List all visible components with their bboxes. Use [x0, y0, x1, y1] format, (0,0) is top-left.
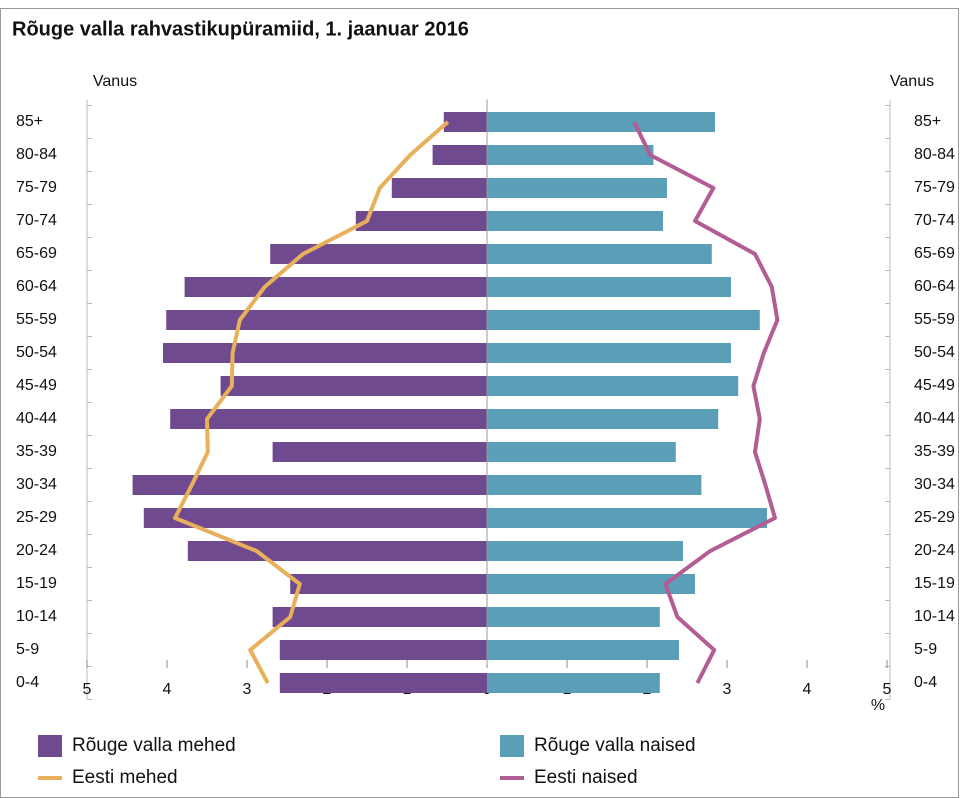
bar	[170, 409, 487, 429]
bar	[487, 475, 702, 495]
bar	[487, 640, 679, 660]
y-tick-label: 20-24	[16, 542, 57, 559]
legend-label: Eesti mehed	[72, 767, 178, 788]
y-tick-label: 60-64	[914, 278, 955, 295]
y-tick-label: 80-84	[914, 146, 955, 163]
y-tick-label: 65-69	[914, 245, 955, 262]
x-tick-label: 3	[723, 681, 732, 698]
y-tick-label: 35-39	[16, 443, 57, 460]
bar	[487, 145, 654, 165]
bar	[487, 211, 663, 231]
bar	[487, 508, 767, 528]
y-tick-label: 5-9	[914, 641, 937, 658]
y-tick-label: 55-59	[914, 311, 955, 328]
y-axis-label: Vanus	[93, 73, 137, 90]
bar	[272, 442, 487, 462]
y-tick-label: 35-39	[914, 443, 955, 460]
y-tick-label: 25-29	[16, 509, 57, 526]
y-tick-label: 55-59	[16, 311, 57, 328]
y-tick-label: 70-74	[914, 212, 955, 229]
x-tick-label: 4	[163, 681, 172, 698]
bar	[487, 574, 695, 594]
bar	[487, 343, 731, 363]
x-tick-label: 4	[803, 681, 812, 698]
x-tick-label: 5	[883, 681, 892, 698]
bar	[487, 376, 739, 396]
bar	[163, 343, 487, 363]
bar	[220, 376, 487, 396]
x-tick-label: 3	[243, 681, 252, 698]
bar	[487, 541, 683, 561]
y-tick-label: 75-79	[914, 179, 955, 196]
bar	[487, 277, 731, 297]
bar	[487, 310, 760, 330]
y-tick-label: 0-4	[914, 674, 937, 691]
x-axis-label: %	[871, 697, 885, 714]
y-tick-label: 20-24	[914, 542, 955, 559]
y-tick-label: 85+	[914, 113, 941, 130]
bar	[279, 673, 487, 693]
bar	[143, 508, 488, 528]
y-tick-label: 50-54	[914, 344, 955, 361]
bar	[187, 541, 488, 561]
bar	[487, 673, 660, 693]
y-tick-label: 65-69	[16, 245, 57, 262]
bar	[487, 442, 676, 462]
bar	[290, 574, 487, 594]
legend-swatch	[38, 735, 62, 757]
y-tick-label: 40-44	[16, 410, 57, 427]
y-tick-label: 25-29	[914, 509, 955, 526]
bar	[270, 244, 487, 264]
y-tick-label: 10-14	[16, 608, 57, 625]
bar	[487, 178, 667, 198]
chart-title: Rõuge valla rahvastikupüramiid, 1. jaanu…	[12, 18, 469, 40]
y-tick-label: 80-84	[16, 146, 57, 163]
y-tick-label: 30-34	[16, 476, 57, 493]
y-tick-label: 45-49	[16, 377, 57, 394]
bar	[272, 607, 487, 627]
y-axis-label: Vanus	[890, 73, 934, 90]
y-tick-label: 30-34	[914, 476, 955, 493]
y-tick-label: 15-19	[16, 575, 57, 592]
y-tick-label: 10-14	[914, 608, 955, 625]
line	[173, 120, 450, 684]
bar	[487, 409, 719, 429]
line	[632, 121, 780, 684]
legend-label: Rõuge valla naised	[534, 735, 696, 756]
bar	[132, 475, 487, 495]
y-tick-label: 60-64	[16, 278, 57, 295]
y-tick-label: 40-44	[914, 410, 955, 427]
bar	[184, 277, 487, 297]
y-tick-label: 5-9	[16, 641, 39, 658]
bar	[432, 145, 487, 165]
y-tick-label: 50-54	[16, 344, 57, 361]
bar	[487, 244, 712, 264]
y-tick-label: 45-49	[914, 377, 955, 394]
bar	[355, 211, 487, 231]
legend-swatch	[500, 735, 524, 757]
bar	[487, 607, 660, 627]
legend-label: Eesti naised	[534, 767, 638, 788]
y-tick-label: 0-4	[16, 674, 39, 691]
y-tick-label: 85+	[16, 113, 43, 130]
bar	[443, 112, 487, 132]
y-tick-label: 70-74	[16, 212, 57, 229]
y-tick-label: 75-79	[16, 179, 57, 196]
y-tick-label: 15-19	[914, 575, 955, 592]
bar	[279, 640, 487, 660]
bar	[487, 112, 715, 132]
x-tick-label: 5	[83, 681, 92, 698]
bar	[391, 178, 487, 198]
legend-label: Rõuge valla mehed	[72, 735, 236, 756]
bar	[166, 310, 487, 330]
